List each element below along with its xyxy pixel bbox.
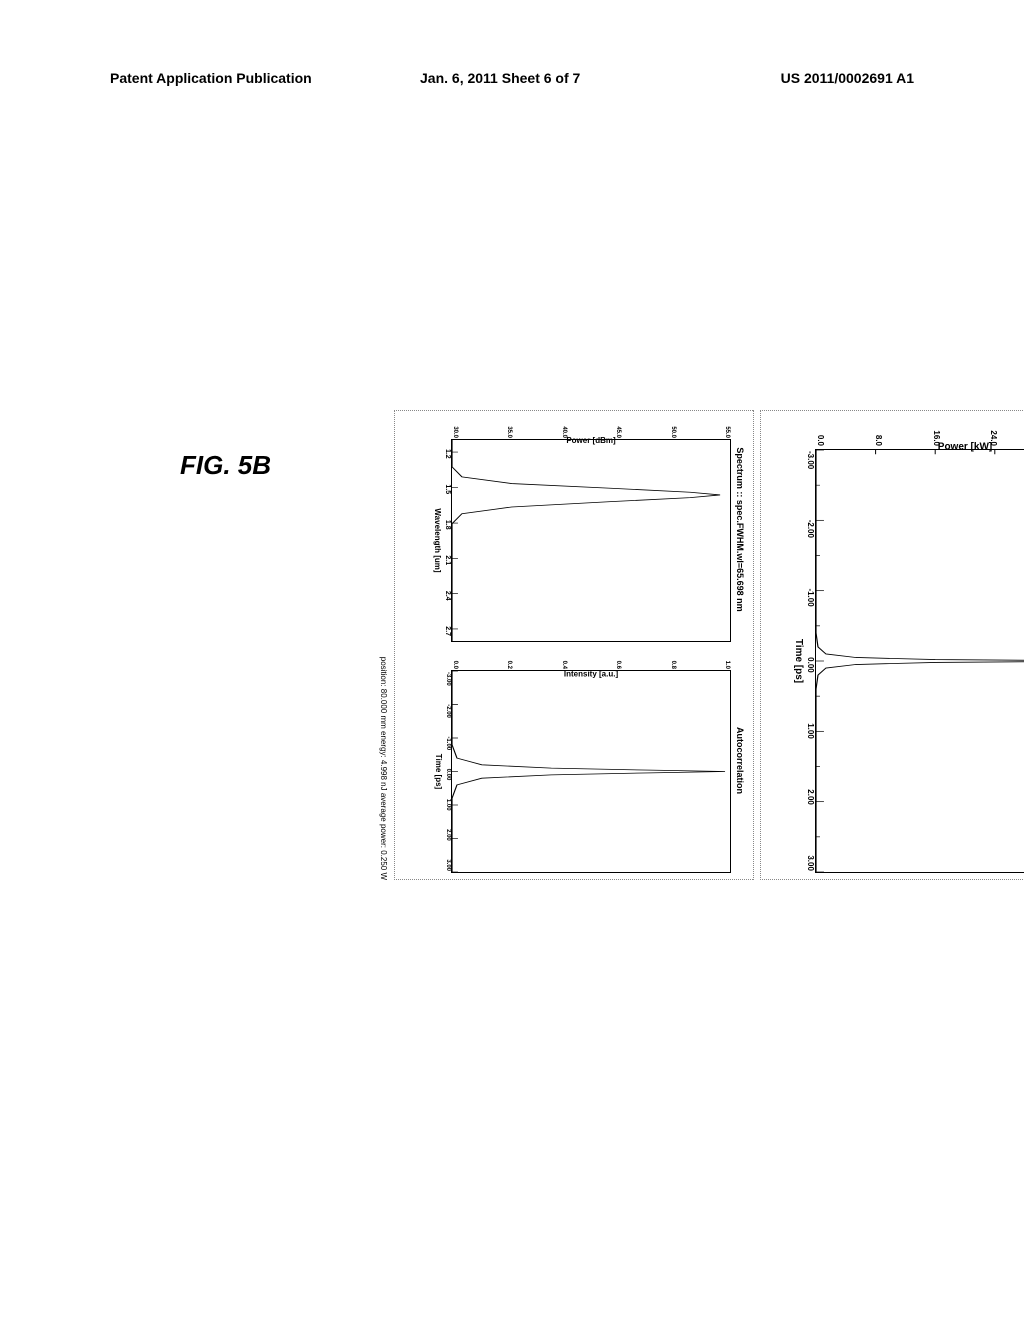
spectrum-xticks: 1.2 1.5 1.8 2.1 2.4 2.7 [444,439,451,642]
autocorr-col: Autocorrelation 1.0 0.8 0.6 0.4 0.2 0.0 … [399,648,745,873]
autocorr-svg [452,671,730,872]
footer-info: position: 80.000 mm energy: 4.998 nJ ave… [379,410,388,880]
autocorr-chart-box: 1.0 0.8 0.6 0.4 0.2 0.0 Intensity [a.u.] [451,670,731,873]
temporal-ylabel: Power [kW] [938,442,992,453]
figure-container: Temporal Field :: pulse.FWHM=76.908 fs :… [210,410,1024,880]
spectrum-xlabel: Wavelength [um] [433,439,442,642]
spectrum-title: Spectrum :: spec.FWHM.wl=65.698 nm [735,417,745,642]
bottom-panel: Spectrum :: spec.FWHM.wl=65.698 nm 55.0 … [394,410,754,880]
temporal-xlabel: Time [ps] [793,449,804,873]
spectrum-col: Spectrum :: spec.FWHM.wl=65.698 nm 55.0 … [399,417,745,642]
header-right: US 2011/0002691 A1 [781,70,914,86]
temporal-chart-box: 40.0 32.0 24.0 16.0 8.0 0.0 Power [kW] [815,449,1024,873]
spectrum-svg [452,440,730,641]
spectrum-chart-box: 55.0 50.0 45.0 40.0 35.0 30.0 Power [dBm… [451,439,731,642]
temporal-yticks: 40.0 32.0 24.0 16.0 8.0 0.0 [816,422,1024,446]
header-center: Jan. 6, 2011 Sheet 6 of 7 [420,70,580,86]
temporal-xticks: -3.00 -2.00 -1.00 0.00 1.00 2.00 3.00 [806,449,815,873]
autocorr-xlabel: Time [ps] [434,670,443,873]
temporal-panel: Temporal Field :: pulse.FWHM=76.908 fs :… [760,410,1024,880]
autocorr-yticks: 1.0 0.8 0.6 0.4 0.2 0.0 [452,651,730,669]
autocorr-ylabel: Intensity [a.u.] [564,670,618,679]
header-left: Patent Application Publication [110,70,312,86]
temporal-svg [816,450,1024,872]
autocorr-title: Autocorrelation [735,648,745,873]
spectrum-ylabel: Power [dBm] [566,436,615,445]
